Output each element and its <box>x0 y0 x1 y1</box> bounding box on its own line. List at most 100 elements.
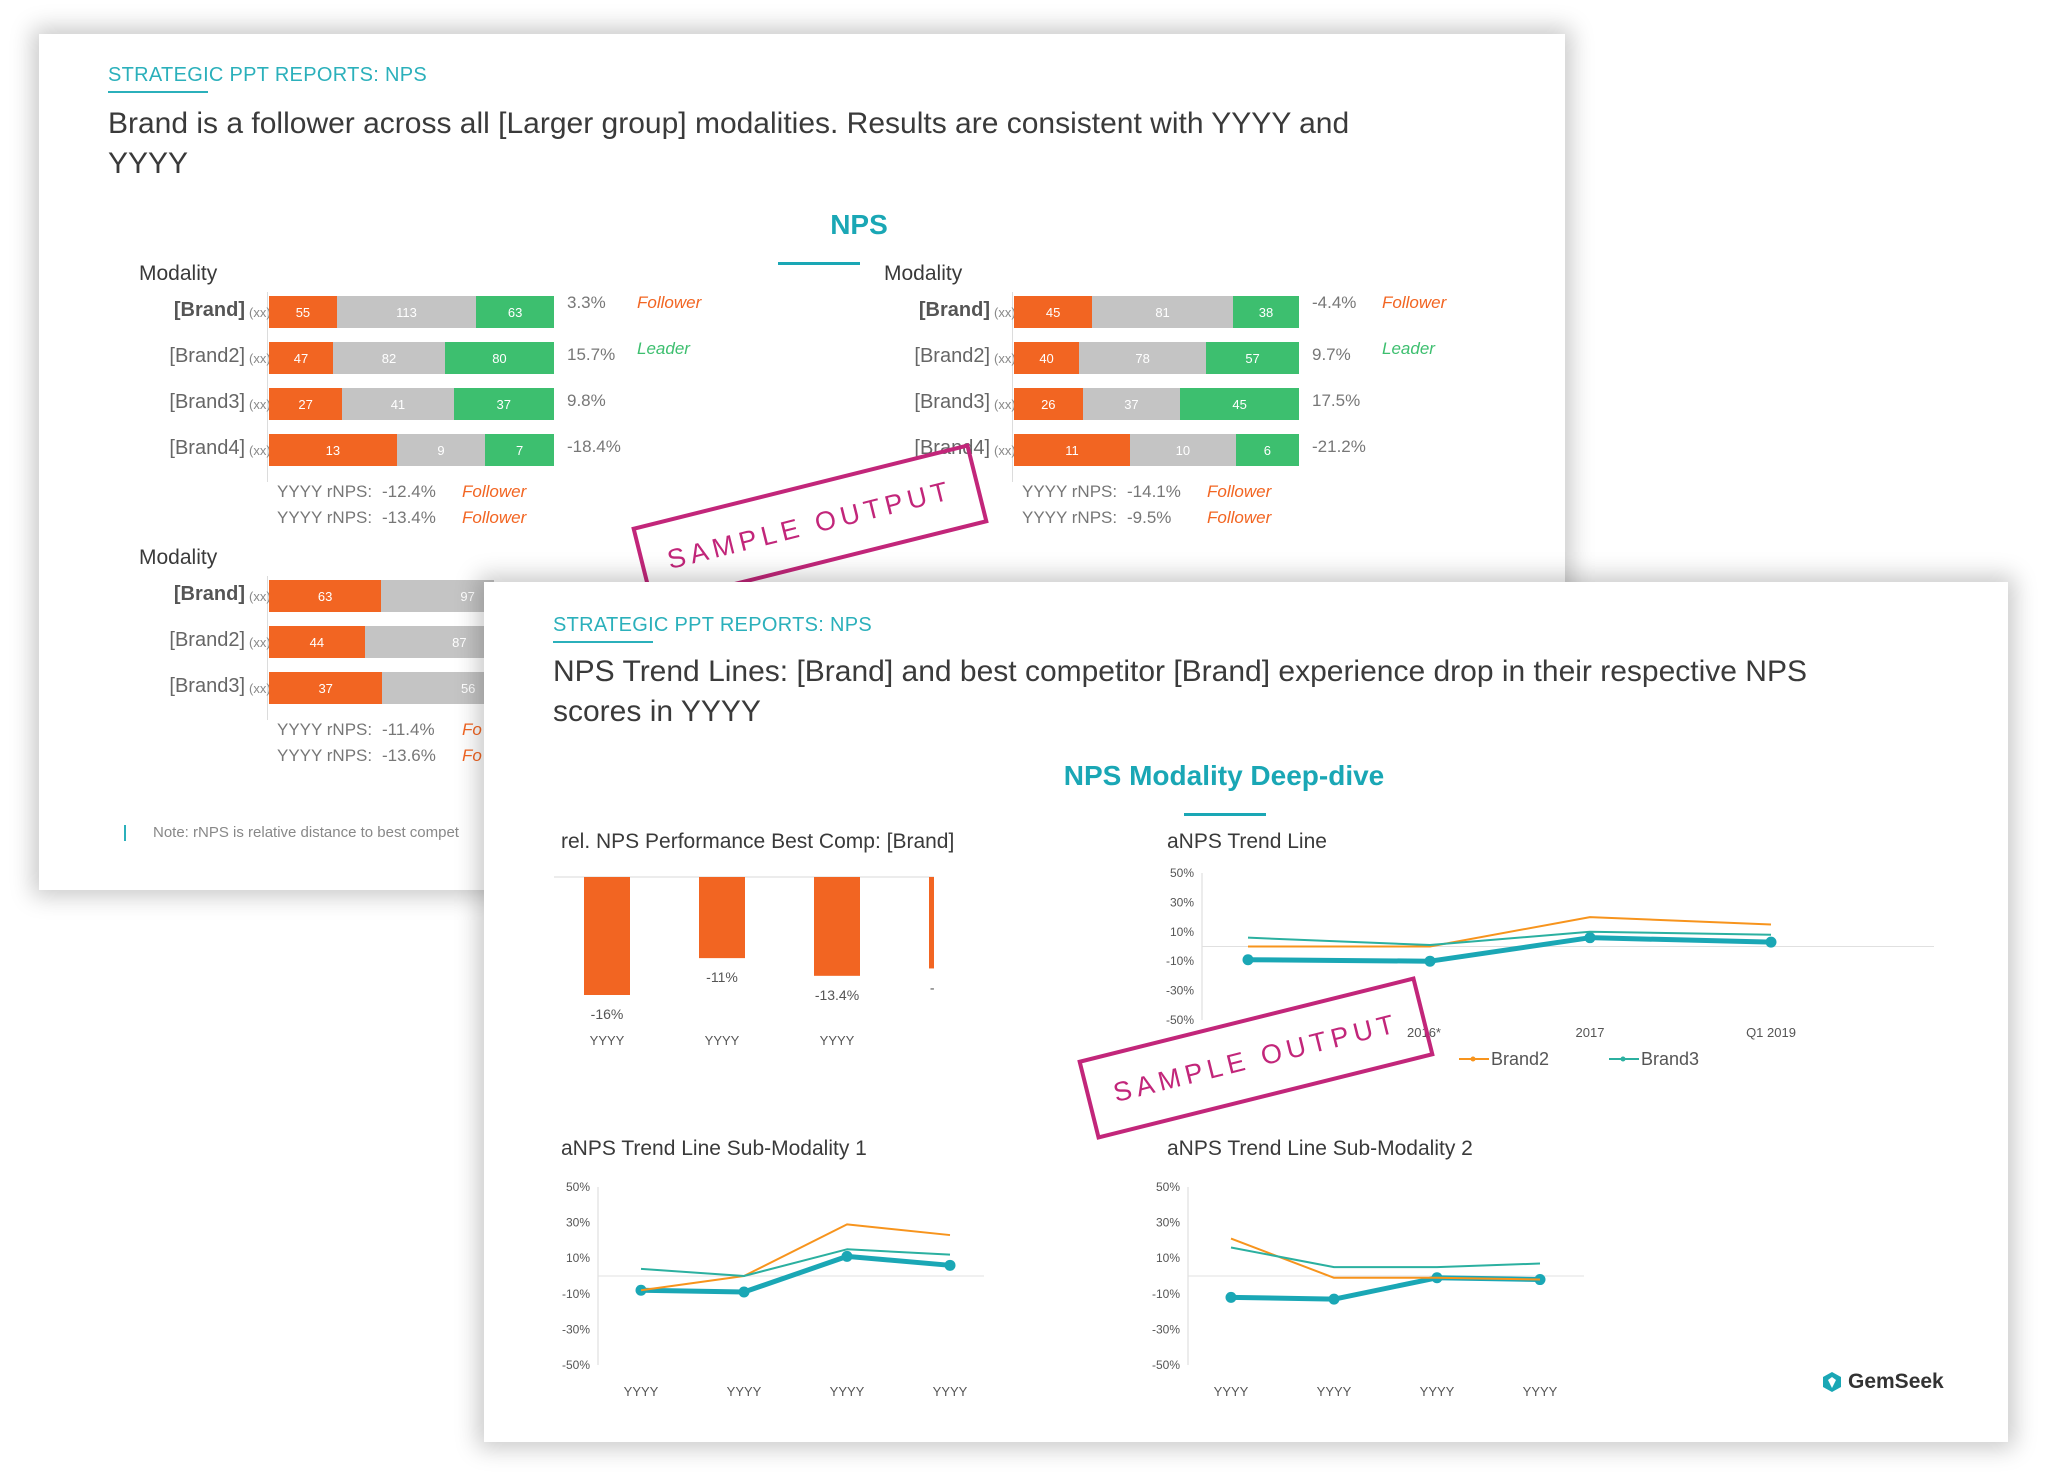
slide2-section-underline <box>1184 813 1266 816</box>
sample-size: (xx) <box>994 397 1016 412</box>
detractors-segment: 45 <box>1014 296 1093 328</box>
rnps-label: YYYY rNPS: <box>277 482 373 501</box>
y-tick-label: 50% <box>1156 1180 1180 1194</box>
promoters-segment: 63 <box>476 296 554 328</box>
bar <box>699 877 745 959</box>
stacked-bar: 47 82 80 <box>269 342 554 374</box>
promoters-segment: 45 <box>1180 388 1299 420</box>
stacked-bar: 45 81 38 <box>1014 296 1299 328</box>
sample-size: (xx) <box>249 397 271 412</box>
series-line <box>640 1248 951 1277</box>
detractors-segment: 26 <box>1014 388 1083 420</box>
sub-modality-1-line-chart: 50% 30% 10% -10% -30% -50% YYYY YYYY YYYY YYYY <box>562 1180 984 1399</box>
modality-label: Modality <box>139 546 218 569</box>
sample-size: (xx) <box>249 305 271 320</box>
passives-segment: 56 <box>382 672 494 704</box>
rnps-note: Note: rNPS is relative distance to best … <box>153 824 459 841</box>
y-tick-label: 30% <box>1156 1216 1180 1230</box>
series-line <box>1247 935 1772 964</box>
promoters-segment: 57 <box>1206 342 1299 374</box>
y-tick-label: -30% <box>1166 984 1194 998</box>
bar-value-label: -13.4% <box>815 987 859 1003</box>
passives-segment: 78 <box>1079 342 1207 374</box>
x-tick-label: YYYY <box>705 1033 740 1047</box>
passives-segment: 87 <box>364 626 494 658</box>
slide1-subtitle-underline <box>108 91 208 93</box>
slide2-subtitle: STRATEGIC PPT REPORTS: NPS <box>553 614 872 636</box>
x-tick-label: Q1 2019 <box>1746 1025 1796 1040</box>
brand-label: [Brand4] <box>169 437 245 459</box>
brand-label: [Brand3] <box>169 391 245 413</box>
series-point <box>944 1259 956 1271</box>
detractors-segment: 55 <box>269 296 337 328</box>
passives-segment: 41 <box>342 388 454 420</box>
bar <box>814 877 860 976</box>
brand-label: [Brand2] <box>169 629 245 651</box>
sample-size: (xx) <box>249 443 271 458</box>
y-tick-label: -30% <box>1152 1322 1180 1336</box>
y-tick-label: -50% <box>1166 1013 1194 1027</box>
stacked-bar: 44 87 <box>269 626 494 658</box>
slide1-headline-line2: YYYY <box>108 147 189 180</box>
gemseek-logo-text: GemSeek <box>1848 1370 1944 1393</box>
brand-label: [Brand3] <box>169 675 245 697</box>
nps-value: 17.5% <box>1312 391 1361 410</box>
modality-label: Modality <box>884 262 963 285</box>
passives-segment: 97 <box>381 580 494 612</box>
brand-label: [Brand] <box>918 299 990 321</box>
series-line <box>1248 916 1772 948</box>
slide1-subtitle: STRATEGIC PPT REPORTS: NPS <box>108 64 427 86</box>
nps-value: 9.7% <box>1312 345 1351 364</box>
promoters-segment: 80 <box>444 342 554 374</box>
sample-size: (xx) <box>249 681 271 696</box>
series-line <box>1230 1275 1541 1302</box>
stacked-bar: 26 37 45 <box>1014 388 1299 420</box>
anps-trend-line-chart: 50% 30% 10% -10% -30% -50% 2016* 2017 Q1 2019 Bra… <box>1166 866 1934 1069</box>
x-tick-label: 2017 <box>1576 1025 1605 1040</box>
series-point <box>1765 936 1777 948</box>
y-tick-label: 10% <box>566 1251 590 1265</box>
sample-size: (xx) <box>994 443 1016 458</box>
x-tick-label: YYYY <box>1214 1384 1249 1399</box>
series-line <box>1247 930 1772 947</box>
detractors-segment: 44 <box>269 626 365 658</box>
legend-label: Brand2 <box>1491 1049 1549 1069</box>
bar <box>929 877 934 969</box>
rnps-value: -14.1% <box>1127 482 1181 501</box>
stacked-bar: 27 41 37 <box>269 388 554 420</box>
promoters-segment: 6 <box>1235 434 1299 466</box>
sample-size: (xx) <box>249 351 271 366</box>
sample-size: (xx) <box>994 351 1016 366</box>
rnps-row: YYYY rNPS: -13.4% Follower <box>277 508 577 530</box>
series-line <box>640 1223 951 1292</box>
rnps-label: YYYY rNPS: <box>277 508 373 527</box>
y-tick-label: -30% <box>562 1322 590 1336</box>
x-tick-label: YYYY <box>1317 1384 1352 1399</box>
series-point <box>1328 1293 1340 1305</box>
nps-value: -18.4% <box>567 437 621 456</box>
series-point <box>1225 1291 1237 1303</box>
y-tick-label: -50% <box>1152 1358 1180 1372</box>
rnps-value: -11.4% <box>382 720 435 739</box>
rnps-status: Follower <box>1207 508 1272 527</box>
x-tick-label: 2016* <box>1407 1025 1441 1040</box>
y-tick-label: 30% <box>1170 895 1194 909</box>
rnps-row: YYYY rNPS: -9.5% Follower <box>1022 508 1322 530</box>
rnps-value: -13.6% <box>382 746 436 765</box>
brand-label: [Brand2] <box>914 345 990 367</box>
stacked-bar: 55 113 63 <box>269 296 554 328</box>
x-tick-label: YYYY <box>624 1384 659 1399</box>
promoters-segment: 38 <box>1232 296 1299 328</box>
sample-size: (xx) <box>994 305 1016 320</box>
series-point <box>1534 1274 1546 1286</box>
series-line <box>1230 1237 1541 1281</box>
passives-segment: 82 <box>333 342 445 374</box>
note-marker <box>124 825 126 841</box>
series-point <box>1242 954 1254 966</box>
promoters-segment: 37 <box>453 388 554 420</box>
detractors-segment: 47 <box>269 342 334 374</box>
passives-segment: 113 <box>336 296 477 328</box>
slide1-headline-line1: Brand is a follower across all [Larger g… <box>108 107 1350 140</box>
series-point <box>841 1250 853 1262</box>
y-tick-label: 10% <box>1170 925 1194 939</box>
